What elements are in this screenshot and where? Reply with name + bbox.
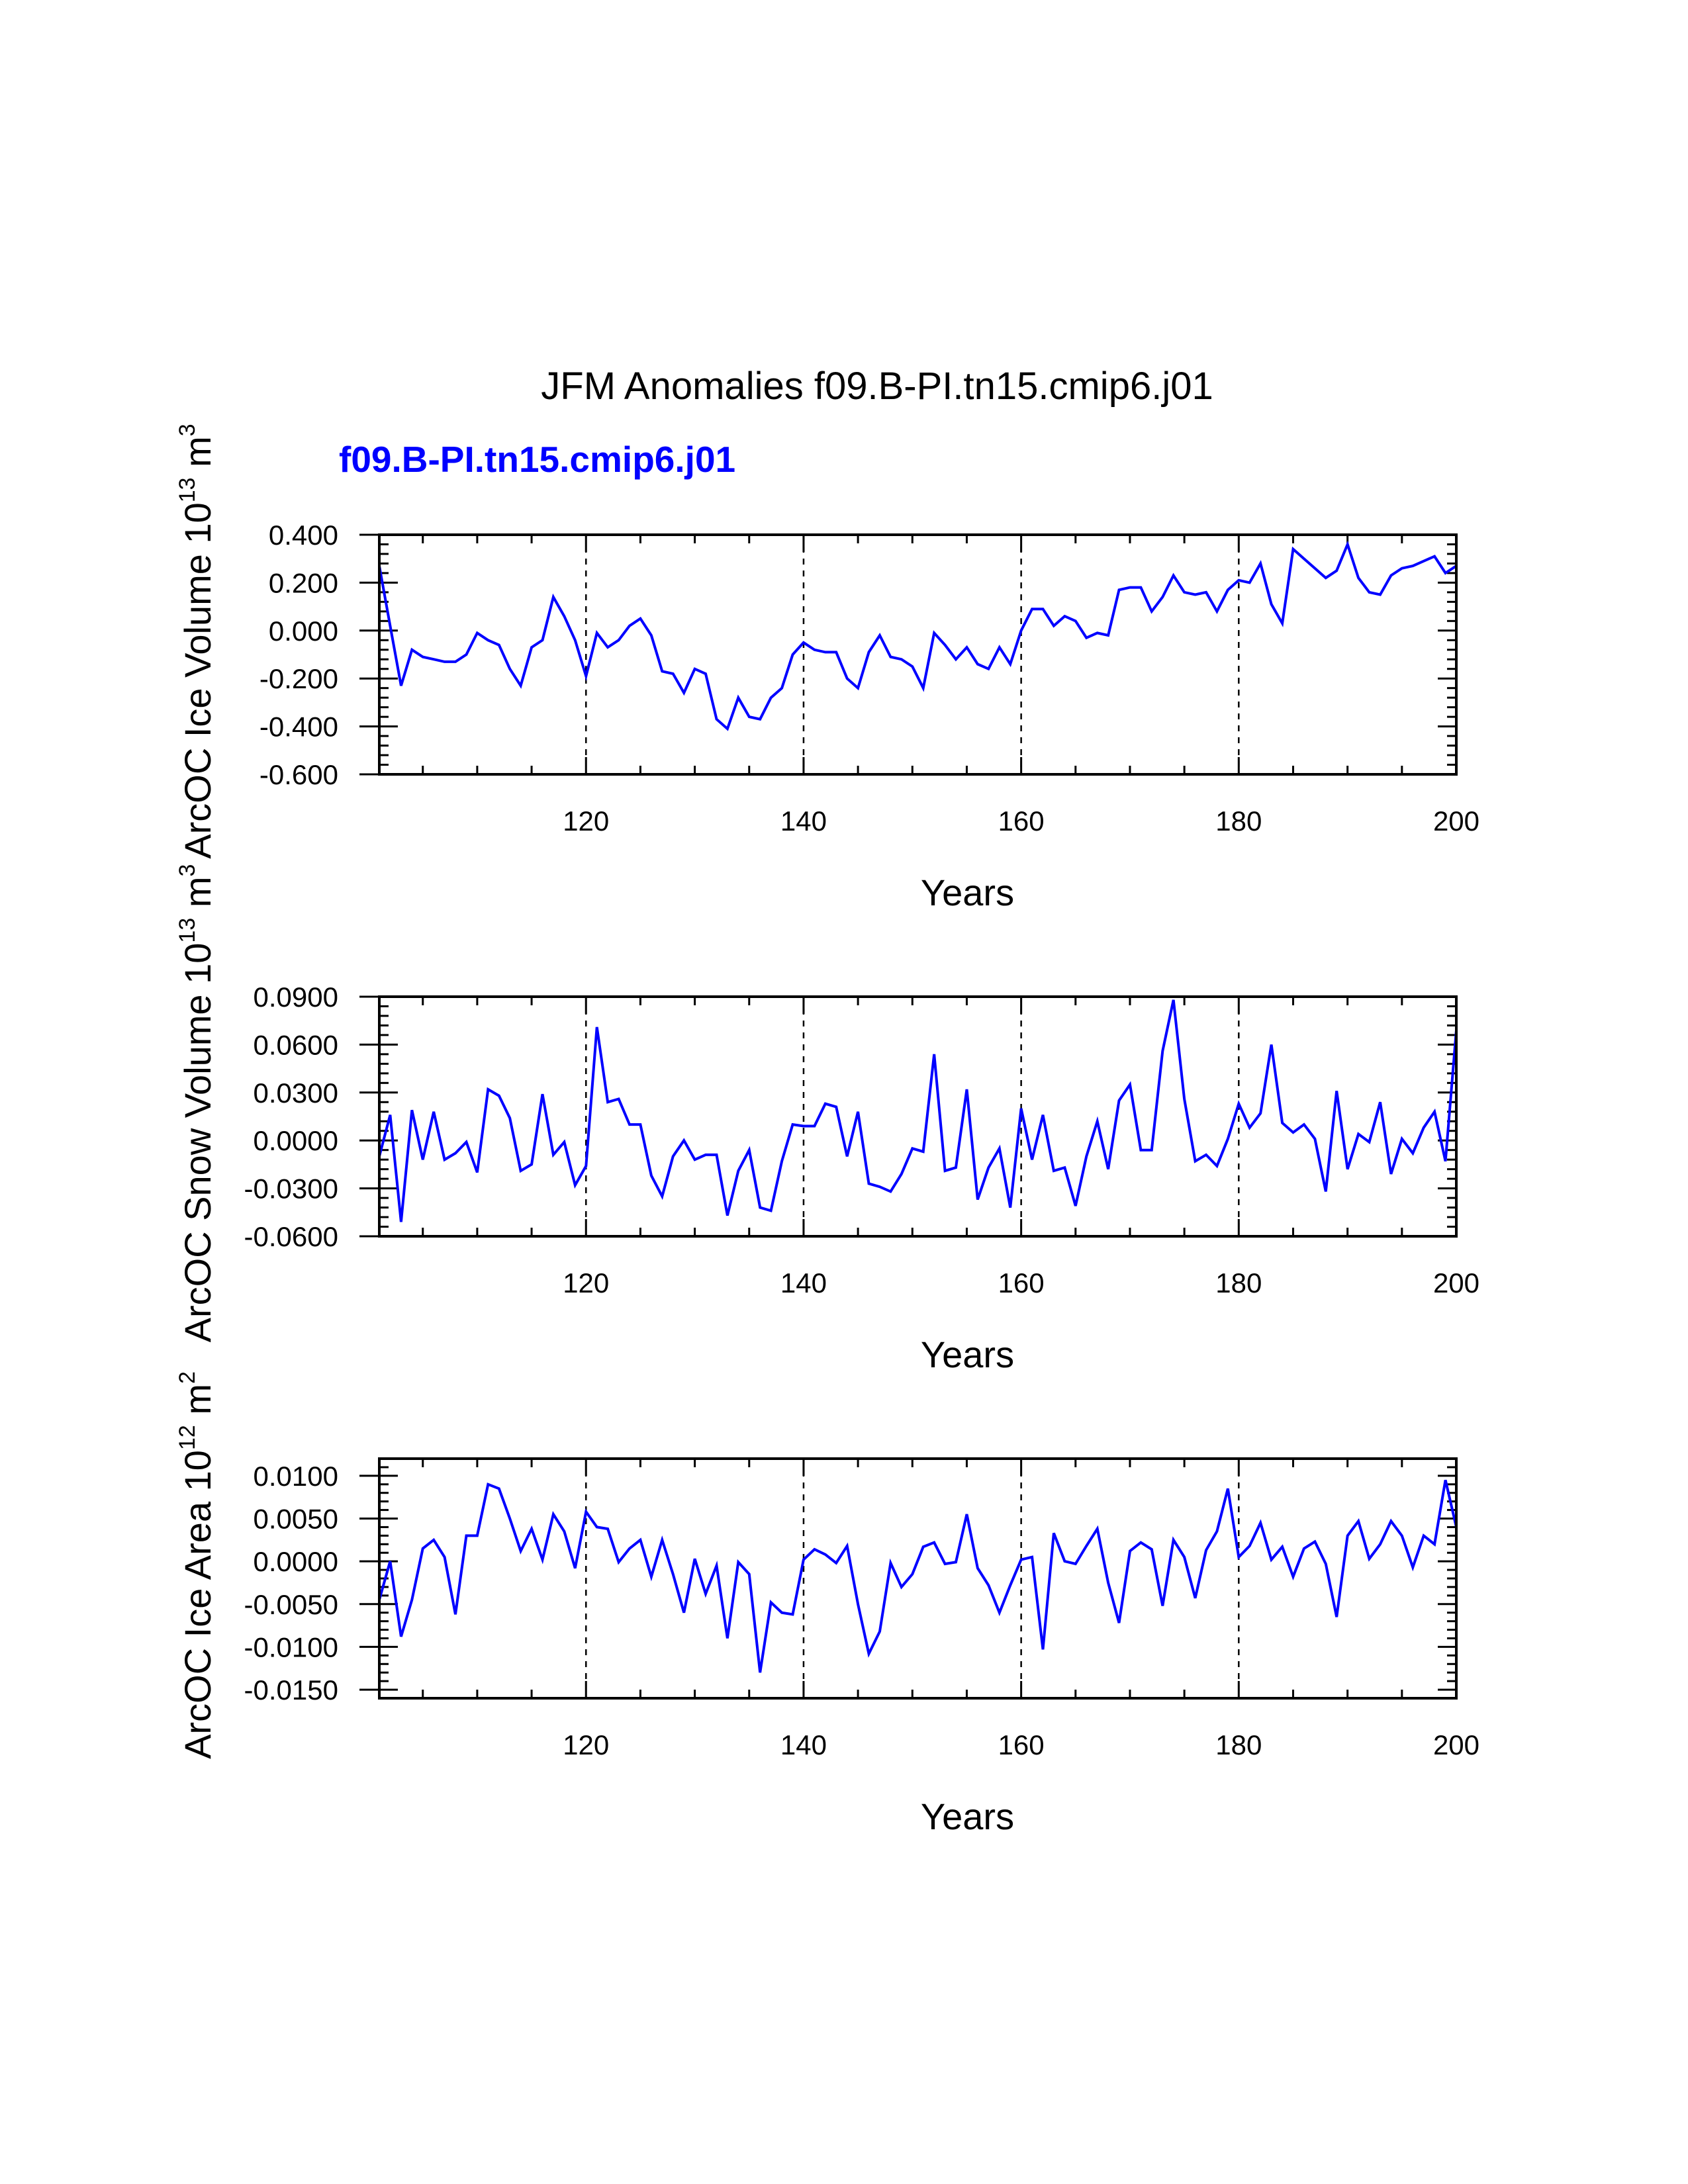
y-axis-label: ArcOC Snow Volume 1013 m3 <box>175 864 218 1343</box>
plot-frame <box>378 533 1458 776</box>
figure-title: JFM Anomalies f09.B-PI.tn15.cmip6.j01 <box>541 365 1213 408</box>
chart-panel-ice-area: 120 140 160 180 200 -0.0150 -0.0100 -0.0050 0.00… <box>175 1371 1479 1837</box>
y-tick-label: -0.0050 <box>244 1589 338 1620</box>
plot-frame <box>378 995 1458 1238</box>
x-tick-label: 160 <box>998 1729 1045 1760</box>
y-tick-label: 0.0900 <box>254 981 338 1013</box>
x-tick-label: 140 <box>780 1729 827 1760</box>
series-line <box>378 540 1458 731</box>
x-tick-label: 120 <box>563 805 609 837</box>
y-tick-label: 0.0600 <box>254 1029 338 1060</box>
y-axis-label: ArcOC Ice Area 1012 m2 <box>175 1371 218 1759</box>
x-tick-label: 200 <box>1433 1267 1479 1298</box>
x-axis-label: Years <box>921 872 1014 913</box>
x-tick-label: 120 <box>563 1267 609 1298</box>
y-tick-label: -0.0150 <box>244 1674 338 1706</box>
y-tick-label: 0.400 <box>269 520 338 551</box>
y-tick-label: -0.0600 <box>244 1221 338 1252</box>
x-tick-label: 180 <box>1215 1729 1262 1760</box>
x-tick-label: 120 <box>563 1729 609 1760</box>
y-tick-label: -0.200 <box>259 663 338 694</box>
plot-frame <box>378 1457 1458 1700</box>
y-tick-label: -0.600 <box>259 759 338 790</box>
x-axis-label: Years <box>921 1334 1014 1375</box>
x-tick-label: 200 <box>1433 805 1479 837</box>
chart-panel-snow-volume: 120 140 160 180 200 -0.0600 -0.0300 0.0000 0.030… <box>175 864 1479 1375</box>
x-tick-label: 140 <box>780 1267 827 1298</box>
x-tick-label: 160 <box>998 805 1045 837</box>
y-tick-label: -0.0100 <box>244 1631 338 1662</box>
y-tick-label: 0.0300 <box>254 1077 338 1109</box>
y-tick-label: 0.0100 <box>254 1461 338 1492</box>
x-tick-label: 160 <box>998 1267 1045 1298</box>
x-tick-label: 180 <box>1215 805 1262 837</box>
y-tick-label: 0.0050 <box>254 1504 338 1535</box>
y-tick-label: 0.000 <box>269 615 338 647</box>
series-line <box>378 999 1458 1222</box>
x-tick-label: 200 <box>1433 1729 1479 1760</box>
x-tick-label: 180 <box>1215 1267 1262 1298</box>
y-tick-label: -0.400 <box>259 711 338 743</box>
y-tick-label: 0.200 <box>269 567 338 598</box>
case-label: f09.B-PI.tn15.cmip6.j01 <box>339 439 735 480</box>
y-tick-label: -0.0300 <box>244 1173 338 1205</box>
y-axis-label: ArcOC Ice Volume 1013 m3 <box>175 424 218 858</box>
chart-panel-ice-volume: 120 140 160 180 200 -0.600 -0.400 -0.200 0.000 0.… <box>175 424 1479 913</box>
panels: 120 140 160 180 200 -0.600 -0.400 -0.200 0.000 0.… <box>175 424 1479 1837</box>
x-axis-label: Years <box>921 1796 1014 1837</box>
series-line <box>378 1479 1458 1673</box>
x-tick-label: 140 <box>780 805 827 837</box>
y-tick-label: 0.0000 <box>254 1546 338 1577</box>
y-tick-label: 0.0000 <box>254 1125 338 1156</box>
